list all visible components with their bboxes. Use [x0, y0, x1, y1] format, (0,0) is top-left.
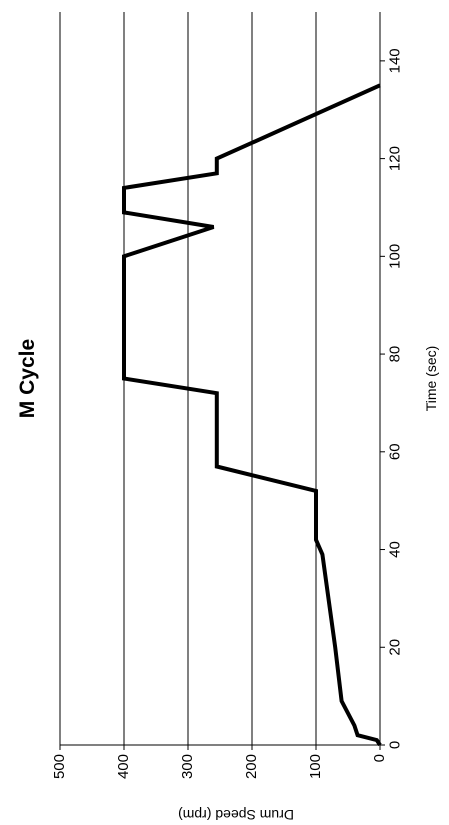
- y-tick-label: 400: [115, 754, 132, 779]
- y-axis-label: Drum Speed (rpm): [178, 807, 294, 823]
- x-tick-label: 40: [386, 541, 403, 558]
- series-line: [122, 83, 382, 747]
- x-tick-label: 0: [386, 741, 403, 749]
- x-tick-label: 80: [386, 346, 403, 363]
- x-tick-label: 60: [386, 443, 403, 460]
- x-tick-label: 100: [386, 244, 403, 269]
- x-axis-label: Time (sec): [423, 346, 439, 412]
- y-tick-label: 200: [243, 754, 260, 779]
- y-tick-label: 300: [179, 754, 196, 779]
- x-tick-label: 20: [386, 639, 403, 656]
- y-ticks: 0 100 200 300 400 500: [51, 745, 388, 779]
- y-tick-label: 0: [371, 754, 388, 762]
- x-tick-label: 140: [386, 48, 403, 73]
- y-tick-label: 500: [51, 754, 68, 779]
- gridlines: [59, 12, 317, 745]
- x-tick-label: 120: [386, 146, 403, 171]
- plot-area: 0 20 40 60 80 100 120 140 0 100 200 300 400 500: [51, 12, 403, 779]
- chart-title: M Cycle: [16, 339, 39, 418]
- y-tick-label: 100: [307, 754, 324, 779]
- x-ticks: 0 20 40 60 80 100 120 140: [380, 48, 403, 749]
